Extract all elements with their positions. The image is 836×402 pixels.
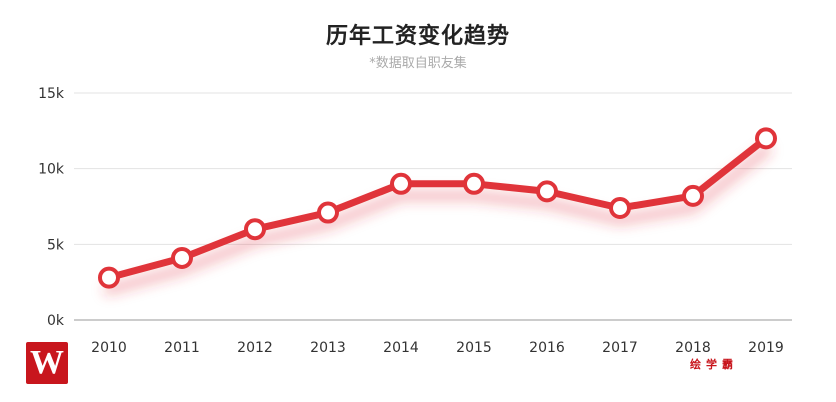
x-tick-label: 2016 bbox=[529, 340, 565, 356]
data-point bbox=[98, 266, 120, 289]
watermark-text: 绘学霸 bbox=[690, 358, 738, 371]
y-tick-label: 15k bbox=[38, 86, 65, 102]
y-tick-label: 5k bbox=[47, 237, 65, 253]
logo-letter: W bbox=[30, 344, 64, 381]
x-tick-label: 2012 bbox=[237, 340, 273, 356]
y-tick-label: 10k bbox=[38, 162, 65, 178]
x-tick-label: 2010 bbox=[91, 340, 127, 356]
brand-logo: W bbox=[26, 342, 68, 384]
series-line-shadow bbox=[103, 144, 772, 296]
x-axis-ticks: 2010 2011 2012 2013 2014 2015 2016 2017 2018 2019 bbox=[91, 340, 784, 356]
data-point bbox=[536, 180, 558, 203]
data-point bbox=[390, 172, 412, 195]
x-tick-label: 2018 bbox=[675, 340, 711, 356]
x-tick-label: 2014 bbox=[383, 340, 419, 356]
chart-title: 历年工资变化趋势 bbox=[325, 24, 510, 49]
data-point bbox=[317, 201, 339, 224]
chart-subtitle: *数据取自职友集 bbox=[369, 56, 467, 71]
series-layer bbox=[98, 127, 777, 296]
data-point bbox=[244, 218, 266, 241]
data-point bbox=[682, 184, 704, 207]
x-tick-label: 2019 bbox=[748, 340, 784, 356]
data-point bbox=[463, 172, 485, 195]
x-tick-label: 2011 bbox=[164, 340, 200, 356]
x-tick-label: 2013 bbox=[310, 340, 346, 356]
grid-lines bbox=[74, 92, 792, 321]
x-tick-label: 2015 bbox=[456, 340, 492, 356]
y-tick-label: 0k bbox=[47, 313, 65, 329]
y-axis-ticks: 0k 5k 10k 15k bbox=[38, 86, 65, 329]
data-point bbox=[755, 127, 777, 150]
data-point bbox=[171, 246, 193, 269]
series-line bbox=[105, 134, 770, 282]
x-tick-label: 2017 bbox=[602, 340, 638, 356]
data-point bbox=[609, 197, 631, 220]
